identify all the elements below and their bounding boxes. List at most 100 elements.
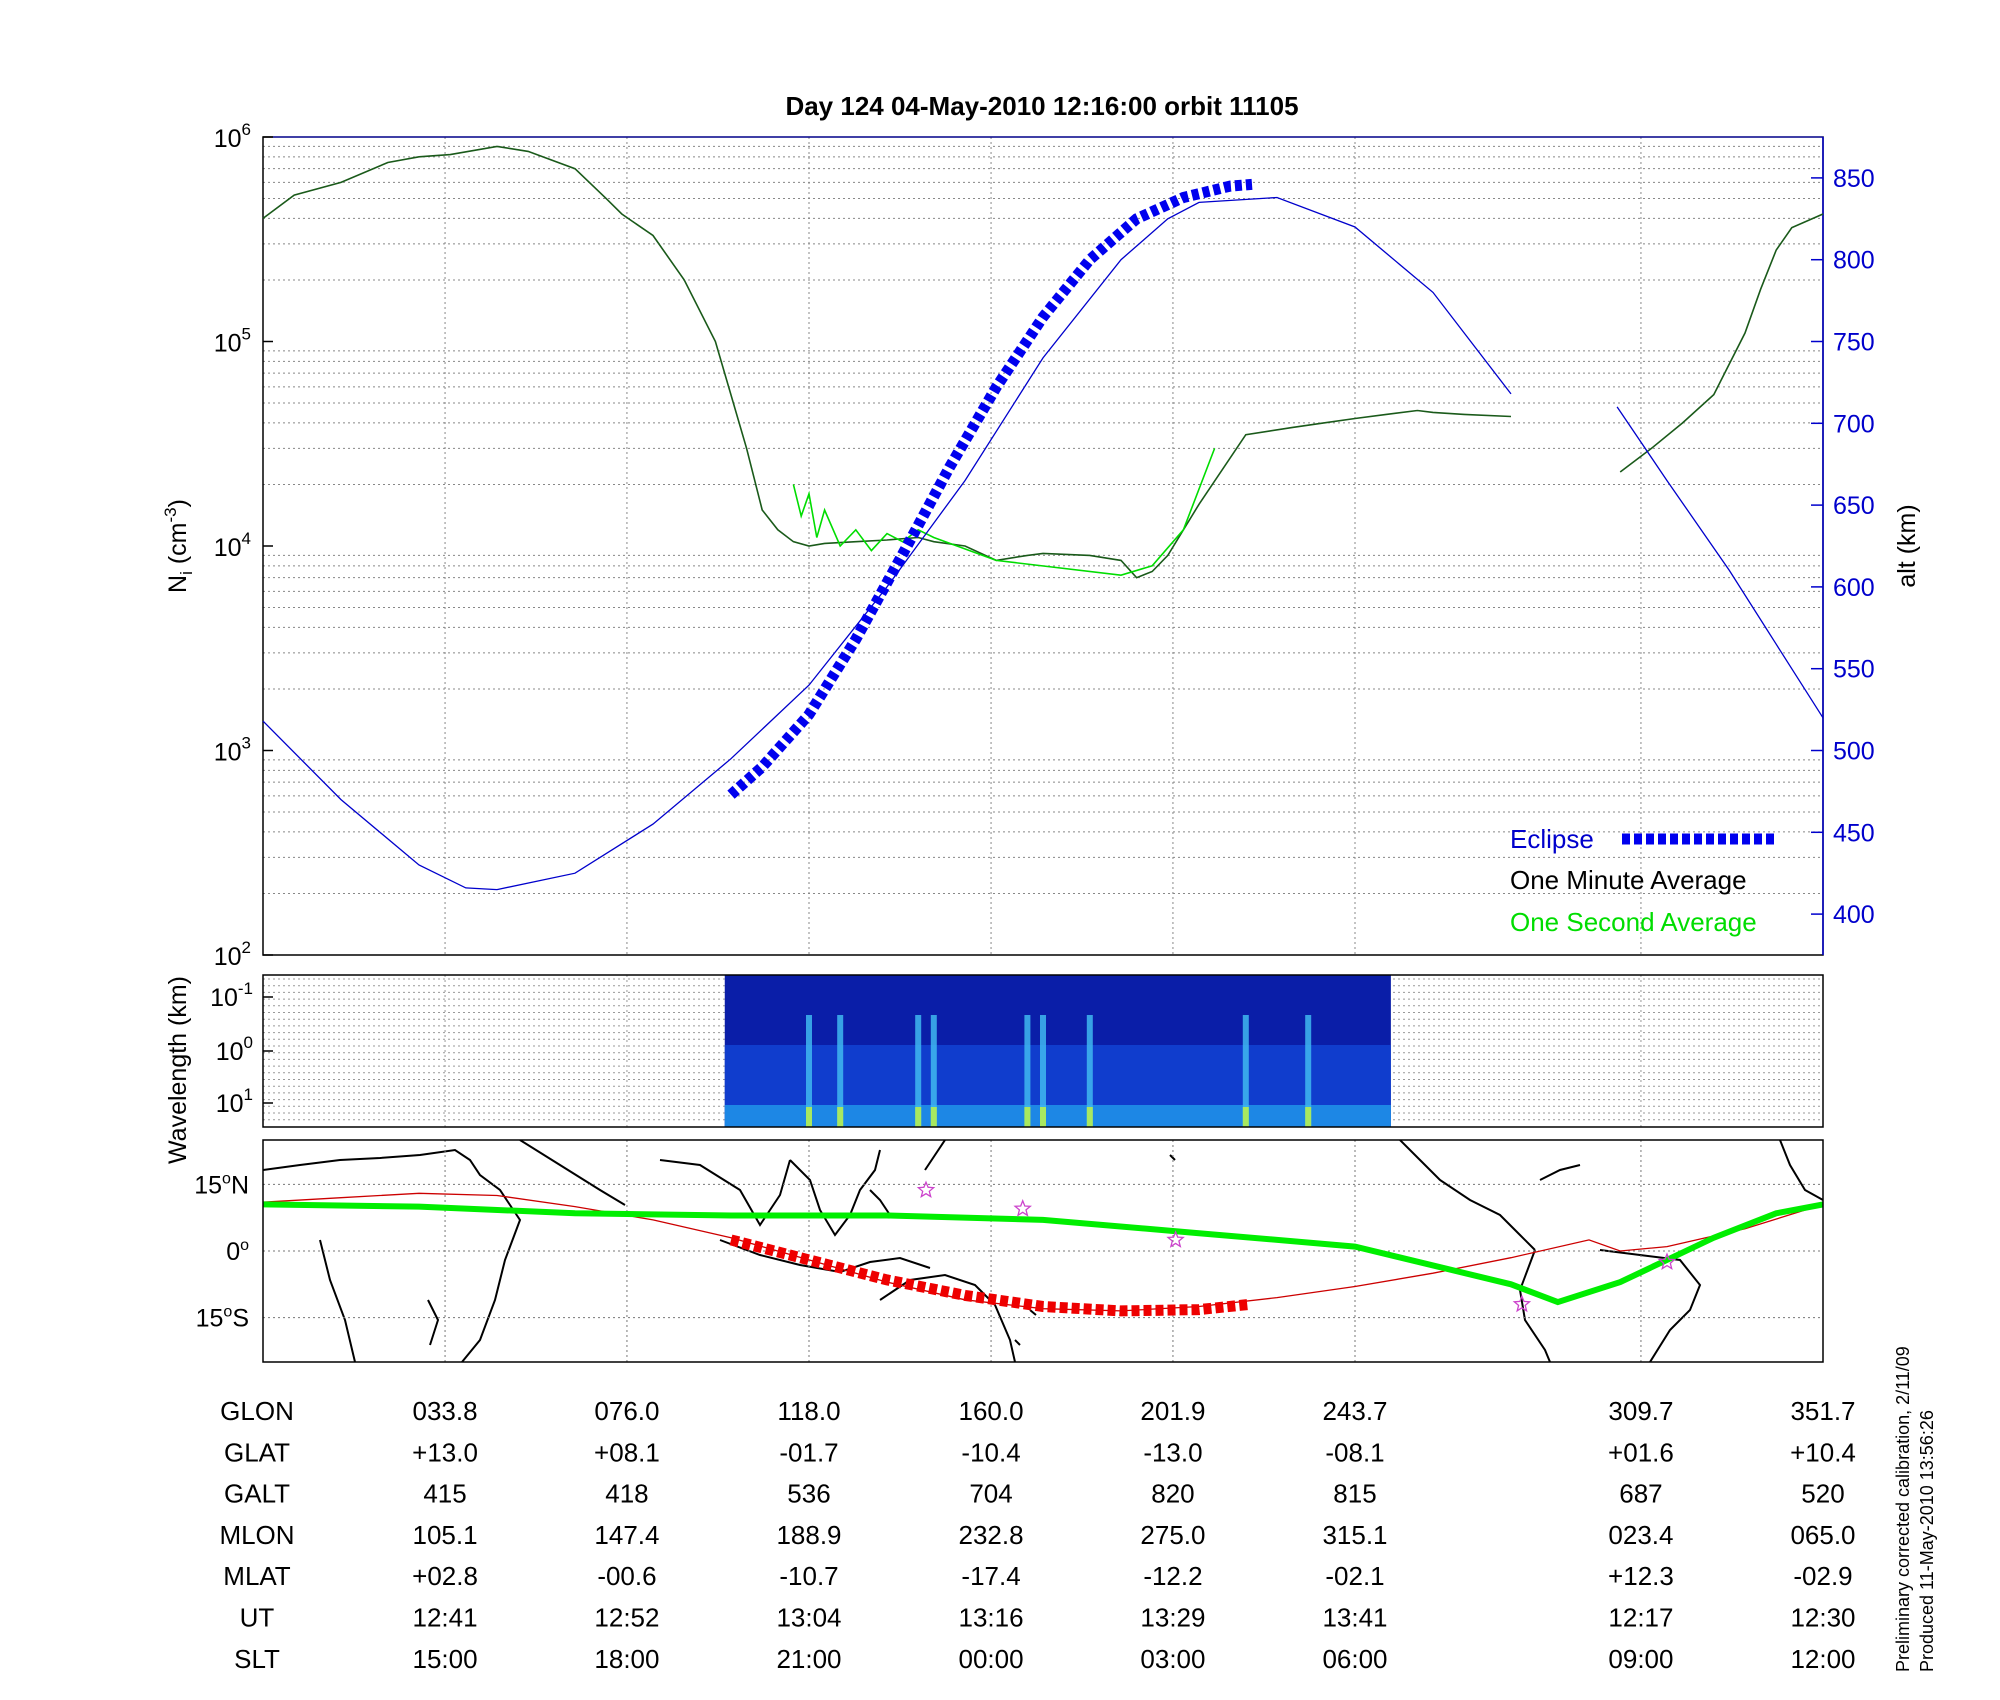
footnote: Preliminary corrected calibration, 2/11/…	[1893, 1346, 1937, 1672]
table-cell: -12.2	[1143, 1561, 1202, 1591]
spectrogram-bright-column	[837, 1015, 844, 1127]
wavelength-tick-label: 101	[216, 1085, 253, 1118]
altitude-tick-label: 600	[1833, 574, 1875, 602]
wavelength-tick-label: 10-1	[210, 979, 253, 1012]
latitude-tick-label: 15oS	[196, 1304, 249, 1333]
table-cell: 12:00	[1790, 1644, 1855, 1674]
spectrogram-heatmap	[724, 975, 1391, 1127]
spectrogram-bright-column	[1305, 1015, 1312, 1127]
spectrogram-bright-base	[930, 1107, 937, 1127]
table-cell: +08.1	[594, 1437, 660, 1467]
eclipse-track-line	[729, 1234, 1252, 1317]
legend-eclipse-label: Eclipse	[1510, 824, 1594, 854]
table-cell: 13:41	[1322, 1603, 1387, 1633]
spectrogram-bright-base	[1024, 1107, 1031, 1127]
coastline-arabia	[519, 1140, 626, 1206]
spectrogram-low-band	[724, 1105, 1391, 1127]
altitude-tick-label: 700	[1833, 410, 1875, 438]
table-cell: 09:00	[1608, 1644, 1673, 1674]
table-cell: 536	[787, 1479, 830, 1509]
table-cell: 188.9	[776, 1520, 841, 1550]
coastline-north-america	[1399, 1140, 1536, 1251]
table-cell: -00.6	[597, 1561, 656, 1591]
eclipse-line	[727, 178, 1253, 799]
latitude-tick-label: 0o	[226, 1237, 249, 1266]
spectrogram-bright-base	[915, 1107, 922, 1127]
chart-title: Day 124 04-May-2010 12:16:00 orbit 11105	[785, 91, 1298, 121]
density-axis-label: Ni (cm-3)	[161, 499, 196, 593]
coastline-africa	[263, 1148, 522, 1362]
one-minute-average-line	[1619, 213, 1824, 473]
table-cell: 023.4	[1608, 1520, 1673, 1550]
coastline-india	[659, 1159, 791, 1227]
table-cell: 033.8	[413, 1396, 478, 1426]
spectrogram-bright-column	[915, 1015, 922, 1127]
table-cell: 275.0	[1140, 1520, 1205, 1550]
table-cell: 351.7	[1790, 1396, 1855, 1426]
coastline-caribbean	[1539, 1164, 1581, 1181]
altitude-tick-label: 850	[1833, 165, 1875, 193]
spectrogram-bright-base	[806, 1107, 812, 1127]
table-cell: 520	[1801, 1479, 1844, 1509]
latitude-tick-label: 15oN	[194, 1170, 249, 1199]
table-cell: 415	[423, 1479, 466, 1509]
coastline-japan	[924, 1140, 946, 1171]
table-cell: -17.4	[961, 1561, 1020, 1591]
table-cell: -13.0	[1143, 1437, 1202, 1467]
spectrogram-panel: 10-1 100 101 Wavelength (km)	[164, 974, 1824, 1164]
map-frame	[262, 1139, 1824, 1363]
wavelength-tick-label: 100	[216, 1033, 253, 1066]
table-cell: 201.9	[1140, 1396, 1205, 1426]
table-cell: 118.0	[777, 1396, 840, 1426]
map-panel: 15oN 0o 15oS	[194, 1139, 1824, 1363]
table-row-label: SLT	[234, 1644, 280, 1674]
altitude-tick-label: 750	[1833, 329, 1875, 357]
legend: Eclipse One Minute Average One Second Av…	[1510, 824, 1775, 937]
spectrogram-bright-column	[1024, 1015, 1031, 1127]
table-cell: 15:00	[413, 1644, 478, 1674]
table-cell: -08.1	[1325, 1437, 1384, 1467]
station-star-marker	[1657, 1252, 1677, 1271]
map-tracks	[263, 1180, 1823, 1317]
density-series	[262, 145, 1824, 891]
spectrogram-bright-base	[837, 1107, 844, 1127]
altitude-line	[262, 196, 1512, 891]
table-cell: 21:00	[776, 1644, 841, 1674]
table-row-label: GLON	[220, 1396, 294, 1426]
table-cell: +12.3	[1608, 1561, 1674, 1591]
spectrogram-bright-column	[1040, 1015, 1046, 1127]
table-row-label: MLAT	[223, 1561, 291, 1591]
table-cell: 065.0	[1790, 1520, 1855, 1550]
table-cell: -01.7	[779, 1437, 838, 1467]
footnote-line-2: Produced 11-May-2010 13:56:26	[1917, 1410, 1937, 1672]
table-cell: 243.7	[1322, 1396, 1387, 1426]
altitude-line	[1616, 406, 1824, 719]
density-panel: 102 103 104 105 106 400 450 500 550 600 650 700 750…	[161, 120, 1921, 971]
altitude-tick-label: 550	[1833, 656, 1875, 684]
spectrogram-bright-column	[806, 1015, 812, 1127]
coastline-south-america	[1518, 1249, 1702, 1362]
station-star-marker	[1013, 1199, 1032, 1217]
altitude-tick-label: 500	[1833, 738, 1875, 766]
table-cell: 13:16	[959, 1603, 1024, 1633]
station-star-marker	[1512, 1294, 1532, 1313]
table-cell: 704	[969, 1479, 1012, 1509]
table-cell: 03:00	[1140, 1644, 1205, 1674]
density-tick-label: 103	[214, 734, 251, 767]
altitude-tick-label: 650	[1833, 492, 1875, 520]
table-cell: 00:00	[959, 1644, 1024, 1674]
table-cell: -10.4	[961, 1437, 1020, 1467]
table-cell: +02.8	[412, 1561, 478, 1591]
table-cell: 12:41	[413, 1603, 478, 1633]
spectrogram-bright-column	[930, 1015, 937, 1127]
table-row-label: UT	[240, 1603, 275, 1633]
density-tick-label: 106	[214, 120, 251, 153]
one-second-average-line	[792, 448, 1216, 577]
station-star-marker	[916, 1180, 936, 1199]
spectrogram-bright-column	[1242, 1015, 1249, 1127]
table-row-label: GLAT	[224, 1437, 290, 1467]
table-cell: -02.1	[1325, 1561, 1384, 1591]
table-cell: +13.0	[412, 1437, 478, 1467]
coastline-southeast-asia	[789, 1149, 881, 1237]
